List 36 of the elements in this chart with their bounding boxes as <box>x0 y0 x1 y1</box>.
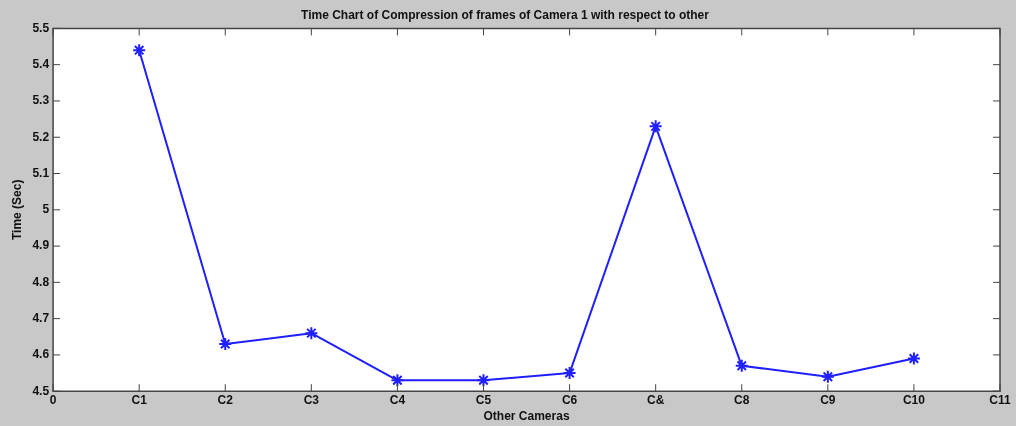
point <box>218 337 233 352</box>
x-tick-label: 0 <box>49 392 57 407</box>
x-tick-label: C1 <box>131 392 148 407</box>
point <box>820 369 835 384</box>
y-tick-label: 5.3 <box>32 93 50 108</box>
x-tick-label: C9 <box>820 392 836 407</box>
y-axis-title: Time (Sec) <box>9 179 24 241</box>
point <box>476 373 491 388</box>
y-tick-label: 4.5 <box>32 383 50 398</box>
y-tick-label: 4.8 <box>32 274 50 289</box>
y-tick-label: 5.4 <box>32 56 50 71</box>
y-tick-label: 5.1 <box>32 165 50 180</box>
x-tick-label: C5 <box>475 392 492 407</box>
x-axis-title: Other Cameras <box>483 409 570 424</box>
y-tick-label: 4.6 <box>32 347 50 362</box>
point <box>906 351 921 366</box>
y-tick-label: 4.7 <box>32 310 50 325</box>
point <box>390 373 405 388</box>
y-tick-label: 5 <box>42 202 50 217</box>
point <box>304 326 319 341</box>
y-tick-label: 4.9 <box>32 238 50 253</box>
x-tick-label: C4 <box>389 392 406 407</box>
x-tick-label: C6 <box>561 392 578 407</box>
x-tick-label: C3 <box>303 392 320 407</box>
point <box>734 358 749 373</box>
chart-title: Time Chart of Compression of frames of Camera 1 with respect to other <box>301 7 710 22</box>
x-tick-label: C8 <box>734 392 750 407</box>
point <box>132 43 147 58</box>
y-tick-label: 5.2 <box>32 129 50 144</box>
x-tick-label: C2 <box>217 392 234 407</box>
y-tick-label: 5.5 <box>32 20 50 35</box>
x-tick-label: C& <box>646 392 665 407</box>
x-tick-label: C11 <box>989 392 1011 407</box>
x-tick-label: C10 <box>902 392 926 407</box>
point <box>648 119 663 134</box>
point <box>562 366 577 381</box>
